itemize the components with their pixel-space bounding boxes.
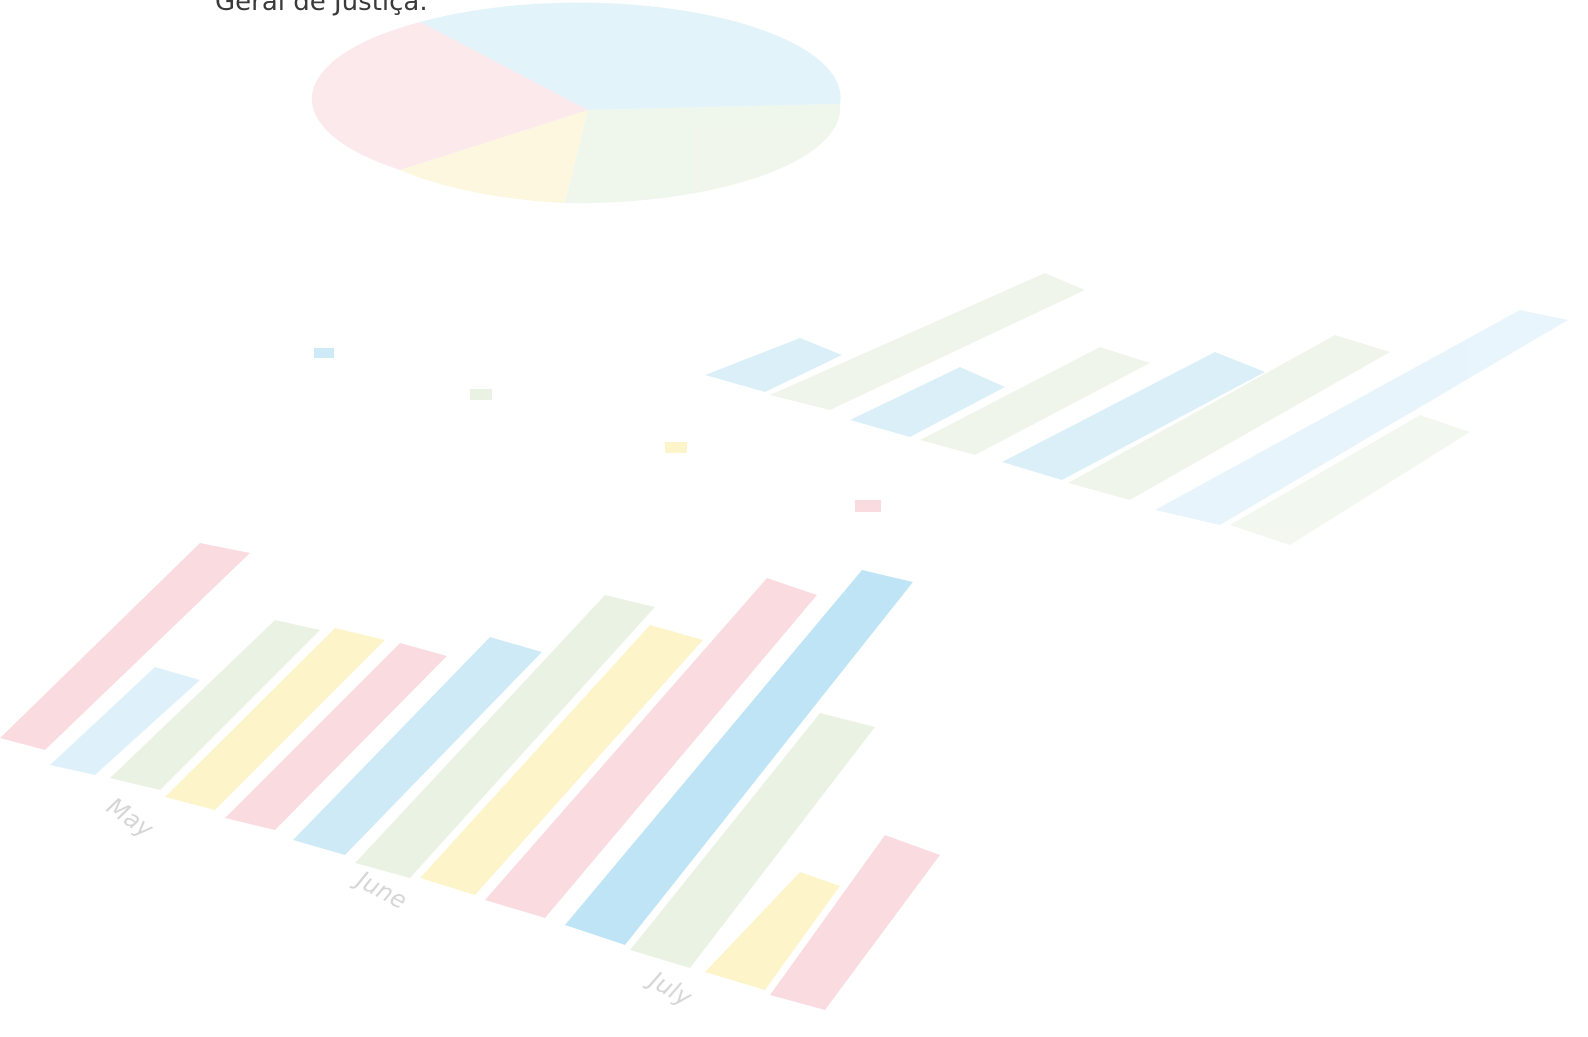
lower-bars — [0, 543, 940, 1010]
legend-squares — [314, 348, 881, 512]
background-image — [0, 2, 1568, 1010]
bg-label: July — [642, 964, 698, 1012]
pie — [311, 2, 841, 204]
heading: Geral de Justiça. — [215, 0, 428, 17]
bg-label: May — [102, 792, 159, 844]
upper-bars — [705, 273, 1568, 545]
